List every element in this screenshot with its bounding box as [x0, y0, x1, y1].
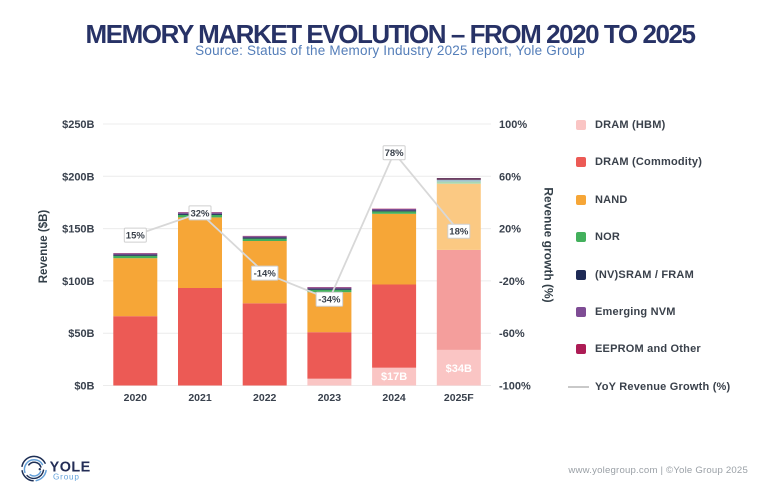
svg-text:20%: 20% — [499, 224, 521, 236]
svg-text:-60%: -60% — [499, 328, 525, 340]
svg-text:-34%: -34% — [318, 295, 341, 306]
svg-text:$200B: $200B — [62, 171, 94, 183]
svg-text:2021: 2021 — [188, 392, 212, 404]
svg-text:18%: 18% — [449, 227, 469, 238]
svg-text:$0B: $0B — [74, 381, 94, 393]
svg-text:-100%: -100% — [499, 381, 531, 393]
svg-text:2025F: 2025F — [444, 392, 474, 404]
svg-text:$100B: $100B — [62, 276, 94, 288]
svg-text:100%: 100% — [499, 119, 527, 131]
svg-text:60%: 60% — [499, 171, 521, 183]
svg-text:$17B: $17B — [381, 371, 407, 383]
svg-text:2020: 2020 — [124, 392, 148, 404]
svg-text:$250B: $250B — [62, 119, 94, 131]
svg-text:15%: 15% — [126, 231, 146, 242]
svg-text:2023: 2023 — [318, 392, 342, 404]
svg-text:$150B: $150B — [62, 224, 94, 236]
svg-text:YOLE: YOLE — [50, 459, 91, 475]
svg-text:$50B: $50B — [68, 328, 94, 340]
svg-text:$34B: $34B — [446, 363, 472, 375]
svg-text:-20%: -20% — [499, 276, 525, 288]
svg-text:Group: Group — [53, 472, 80, 481]
svg-text:78%: 78% — [385, 148, 405, 159]
svg-text:-14%: -14% — [254, 269, 277, 280]
svg-text:2022: 2022 — [253, 392, 277, 404]
svg-text:Revenue growth (%): Revenue growth (%) — [542, 187, 556, 302]
svg-text:2024: 2024 — [382, 392, 406, 404]
svg-text:Revenue ($B): Revenue ($B) — [38, 210, 50, 284]
svg-text:32%: 32% — [190, 208, 210, 219]
